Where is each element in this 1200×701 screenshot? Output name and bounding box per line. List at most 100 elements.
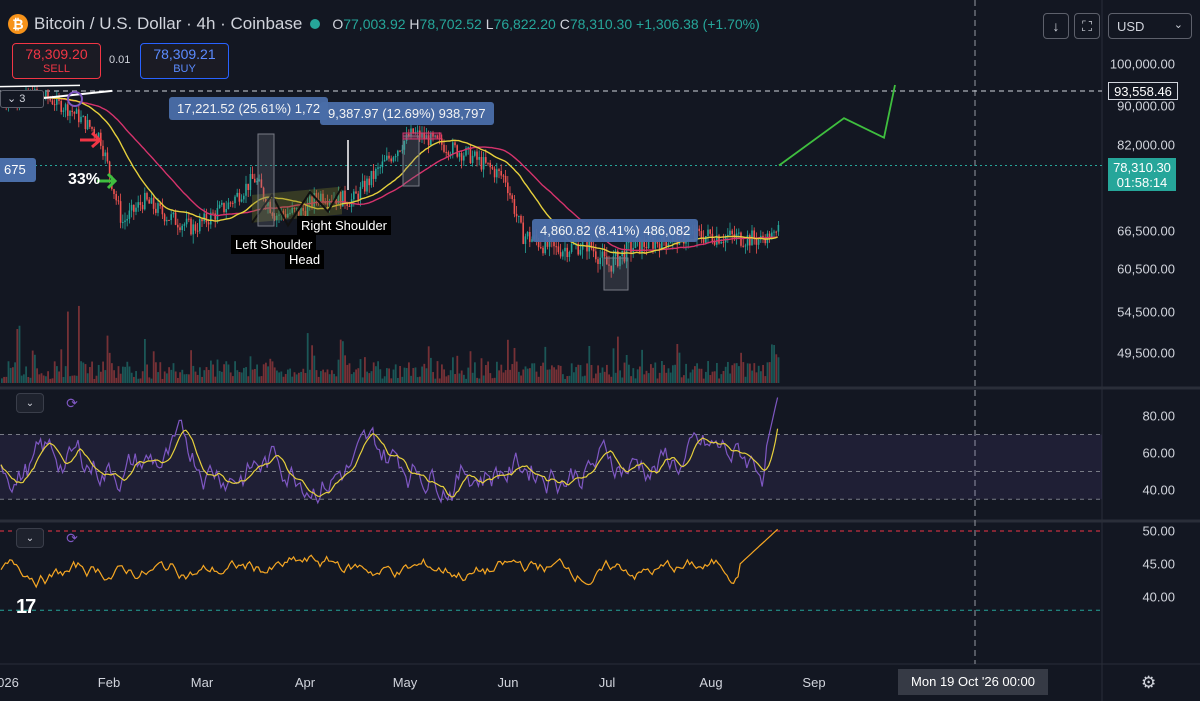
fullscreen-button[interactable]: ⛶	[1074, 13, 1100, 39]
candle-body	[610, 265, 612, 272]
volume-bar	[474, 362, 476, 383]
candle-body	[606, 256, 608, 265]
volume-bar	[377, 361, 379, 383]
osc-pane-collapse[interactable]: ⌄	[16, 528, 44, 548]
rsi-pane-sync-icon[interactable]: ⟳	[66, 394, 78, 411]
left-shoulder-label[interactable]: Left Shoulder	[231, 235, 317, 254]
volume-bar	[119, 373, 122, 383]
candle-body	[311, 196, 313, 207]
candle	[445, 145, 447, 158]
volume-bar	[621, 377, 624, 383]
symbol-title[interactable]: Bitcoin / U.S. Dollar · 4h · Coinbase	[34, 14, 303, 33]
indicator-toggle[interactable]: ⌄ 3	[0, 90, 44, 108]
candle	[465, 146, 467, 157]
volume-bar	[317, 376, 320, 383]
candle	[383, 154, 386, 162]
candle-body	[216, 208, 219, 220]
candle	[564, 239, 566, 261]
volume-bar	[221, 371, 223, 383]
volume-bar	[229, 372, 232, 383]
candle	[144, 187, 146, 211]
candle-body	[302, 207, 304, 211]
volume-bar	[245, 367, 247, 383]
candle-body	[205, 213, 208, 223]
volume-bar	[337, 359, 340, 383]
volume-bar	[23, 374, 25, 383]
candle-body	[623, 250, 626, 262]
candle-body	[412, 128, 414, 134]
volume-bar	[3, 376, 5, 383]
osc-pane-sync-icon[interactable]: ⟳	[66, 529, 78, 546]
candle-body	[258, 179, 260, 181]
volume-bar	[691, 369, 694, 383]
rsi-pane-collapse[interactable]: ⌄	[16, 393, 44, 413]
candle-body	[262, 187, 265, 199]
measure-box-2[interactable]: 9,387.97 (12.69%) 938,797	[320, 102, 494, 125]
candle-body	[324, 202, 326, 204]
volume-bar	[366, 371, 368, 383]
download-button[interactable]: ↓	[1043, 13, 1069, 39]
candle	[126, 214, 128, 227]
candle-body	[304, 210, 307, 217]
candle	[150, 193, 153, 204]
volume-bar	[370, 371, 373, 383]
volume-bar	[742, 362, 745, 383]
buy-button[interactable]: 78,309.21 BUY	[140, 43, 229, 79]
time-tick-label: May	[392, 675, 418, 690]
measure-box-1[interactable]: 17,221.52 (25.61%) 1,72	[169, 97, 329, 120]
volume-bar	[293, 372, 296, 383]
candle-body	[271, 212, 274, 216]
volume-bar	[342, 341, 344, 383]
candle	[192, 219, 194, 244]
candle-body	[273, 215, 276, 221]
candle	[504, 170, 507, 187]
currency-select[interactable]: USD ⌄	[1108, 13, 1192, 39]
candle	[146, 191, 148, 202]
candle-body	[97, 132, 100, 138]
volume-bar	[210, 360, 212, 383]
volume-bar	[392, 369, 395, 383]
right-shoulder-label[interactable]: Right Shoulder	[297, 216, 391, 235]
volume-bar	[746, 363, 749, 383]
candle	[91, 126, 93, 132]
volume-bar	[381, 378, 384, 383]
volume-bar	[67, 311, 69, 383]
chevron-down-icon: ⌄	[25, 532, 35, 544]
volume-bar	[168, 367, 170, 383]
candle	[597, 256, 599, 273]
candle-body	[254, 178, 256, 183]
volume-bar	[542, 362, 544, 383]
osc-tick-label: 45.00	[1142, 556, 1175, 572]
volume-bar	[214, 376, 217, 383]
volume-bar	[333, 373, 335, 383]
volume-bar	[390, 378, 393, 383]
volume-bar	[161, 378, 164, 383]
time-tick-label: Apr	[294, 675, 316, 690]
candle	[401, 144, 403, 154]
settings-gear-icon[interactable]: ⚙	[1141, 673, 1157, 692]
candle	[84, 116, 87, 133]
candle	[487, 162, 489, 166]
candle	[507, 176, 509, 201]
price-tick-label: 66,500.00	[1117, 223, 1175, 239]
volume-bar	[166, 373, 168, 383]
candle-body	[122, 222, 124, 224]
candle-body	[597, 259, 599, 265]
candle-body	[152, 197, 155, 209]
volume-bar	[427, 346, 430, 383]
volume-bar	[25, 366, 27, 383]
candle-body	[577, 243, 579, 255]
head-label[interactable]: Head	[285, 250, 325, 269]
sell-button[interactable]: 78,309.20 SELL	[12, 43, 101, 79]
candle	[520, 214, 522, 224]
time-tick-label: Mar	[190, 675, 214, 690]
candle	[361, 173, 364, 189]
candle-body	[645, 246, 648, 249]
volume-bar	[718, 378, 720, 383]
measure-box-3[interactable]: 4,860.82 (8.41%) 486,082	[532, 219, 699, 242]
candle-body	[199, 219, 201, 232]
candle	[603, 244, 606, 259]
candle-body	[381, 161, 384, 168]
volume-bar	[267, 366, 269, 383]
